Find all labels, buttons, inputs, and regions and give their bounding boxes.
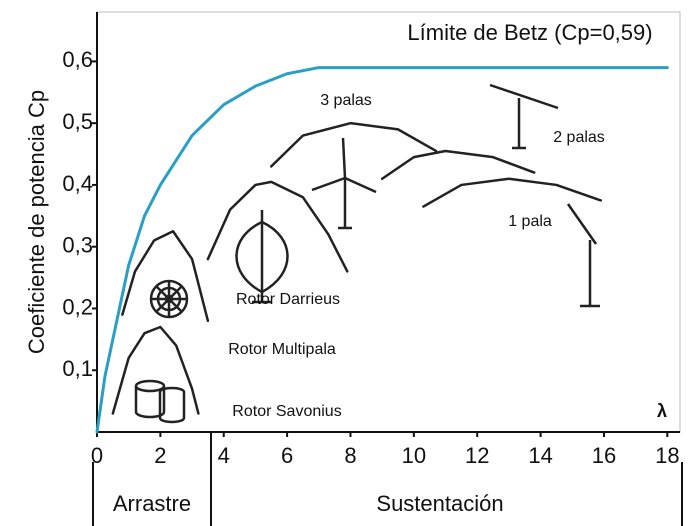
curve-label: Rotor Darrieus xyxy=(236,291,340,308)
curve xyxy=(206,180,349,273)
y-axis-label: Coeficiente de potencia Cp xyxy=(24,90,49,354)
y-tick-label: 0,6 xyxy=(62,47,93,72)
x-tick-label: 18 xyxy=(655,443,679,468)
x-tick-label: 12 xyxy=(465,443,489,468)
curve-label: Límite de Betz (Cp=0,59) xyxy=(407,20,652,45)
region-label: Sustentación xyxy=(376,491,503,516)
y-tick-label: 0,3 xyxy=(62,233,93,258)
darrieus-icon xyxy=(235,210,289,304)
y-tick-label: 0,4 xyxy=(62,171,93,196)
curve xyxy=(121,230,210,323)
y-tick-label: 0,1 xyxy=(62,356,93,381)
curve xyxy=(380,149,536,181)
multipala-icon xyxy=(149,279,189,319)
curve xyxy=(270,121,438,168)
curve-label: Rotor Multipala xyxy=(228,341,336,358)
region-label: Arrastre xyxy=(113,491,191,516)
y-tick-label: 0,5 xyxy=(62,109,93,134)
x-tick-label: 2 xyxy=(154,443,166,468)
x-axis-label: λ xyxy=(657,401,667,421)
x-tick-label: 10 xyxy=(402,443,426,468)
one-blade-icon xyxy=(566,203,600,308)
curve-label: 2 palas xyxy=(553,129,605,146)
curve xyxy=(95,66,669,434)
savonius-icon xyxy=(134,379,186,424)
x-tick-label: 16 xyxy=(592,443,616,468)
three-blade-icon xyxy=(311,137,377,230)
y-tick-label: 0,2 xyxy=(62,294,93,319)
x-tick-label: 4 xyxy=(218,443,230,468)
curve xyxy=(422,177,603,208)
curve-label: 3 palas xyxy=(320,92,372,109)
two-blade-icon xyxy=(489,83,559,150)
turbine-icons xyxy=(134,83,600,424)
curve-label: Rotor Savonius xyxy=(232,403,341,420)
x-tick-label: 0 xyxy=(91,443,103,468)
x-tick-label: 8 xyxy=(344,443,356,468)
x-tick-label: 6 xyxy=(281,443,293,468)
curve-label: 1 pala xyxy=(508,213,552,230)
curve xyxy=(111,325,200,415)
x-tick-label: 14 xyxy=(528,443,552,468)
